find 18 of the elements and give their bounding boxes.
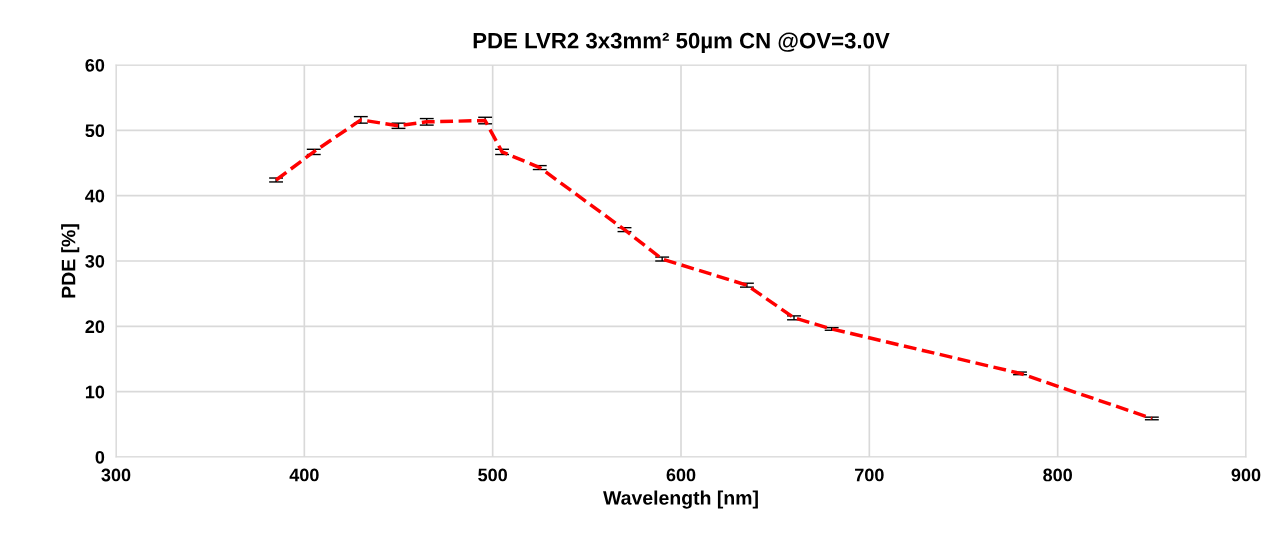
chart-title: PDE LVR2 3x3mm² 50µm CN @OV=3.0V (473, 32, 890, 53)
x-tick-label: 600 (666, 468, 696, 482)
x-tick-label: 500 (478, 468, 507, 482)
y-tick-label: 0 (95, 450, 105, 464)
x-axis-title: Wavelength [nm] (603, 490, 758, 509)
y-tick-label: 10 (85, 385, 105, 399)
x-tick-label: 400 (289, 468, 319, 482)
line-series (274, 118, 1154, 421)
y-axis-title: PDE [%] (61, 224, 80, 298)
y-tick-label: 30 (85, 254, 105, 268)
x-tick-label: 300 (101, 468, 131, 482)
x-tick-label: 900 (1231, 468, 1261, 482)
y-tick-label: 60 (85, 58, 105, 72)
y-tick-label: 50 (85, 124, 105, 138)
x-tick-label: 700 (855, 468, 884, 482)
x-tick-label: 800 (1043, 468, 1072, 482)
y-tick-label: 40 (85, 189, 105, 203)
y-tick-label: 20 (85, 320, 105, 334)
